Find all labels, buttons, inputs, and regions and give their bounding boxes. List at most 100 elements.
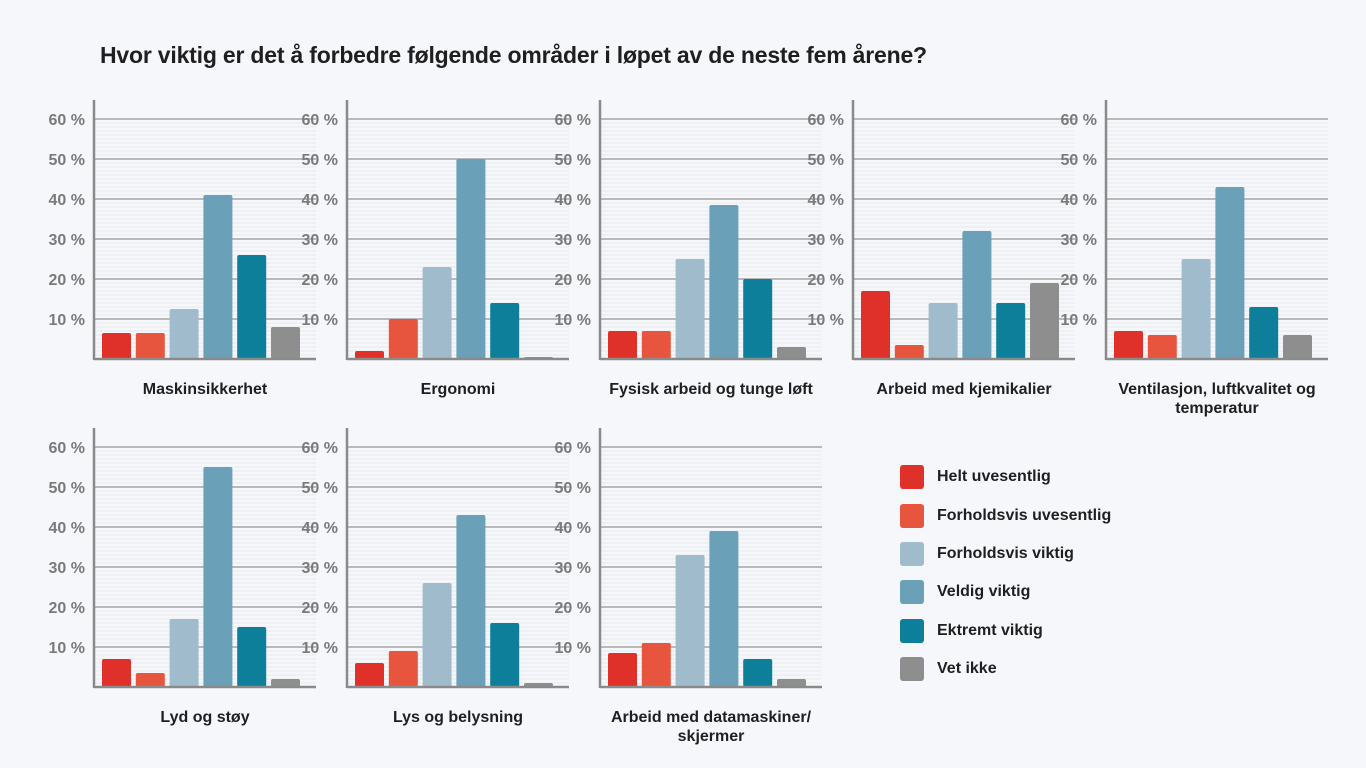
bar-helt-uvesentlig — [608, 331, 637, 359]
legend-label: Vet ikke — [937, 660, 997, 678]
bar-helt-uvesentlig — [355, 663, 384, 687]
legend-item: Forholdsvis uvesentlig — [900, 496, 1111, 534]
y-tick-label: 60 % — [808, 112, 844, 129]
y-tick-label: 20 % — [302, 600, 338, 617]
y-tick-label: 10 % — [555, 312, 591, 329]
y-tick-label: 50 % — [302, 480, 338, 497]
panel-plot: 10 % 20 % 30 % 40 % 50 % 60 % — [555, 428, 822, 689]
bar-veldig-viktig — [709, 531, 739, 687]
y-tick-label: 20 % — [302, 272, 338, 289]
bar-helt-uvesentlig — [861, 291, 890, 359]
panel-label: Fysisk arbeid og tunge løft — [609, 381, 813, 398]
panel-5: 10 % 20 % 30 % 40 % 50 % 60 % Ventilasjon, luf… — [1046, 100, 1328, 430]
panel-plot: 10 % 20 % 30 % 40 % 50 % 60 % — [808, 100, 1075, 361]
y-tick-label: 60 % — [49, 440, 85, 457]
bar-veldig-viktig — [456, 515, 486, 687]
y-tick-label: 30 % — [808, 232, 844, 249]
bar-vet-ikke — [1283, 335, 1312, 359]
panel-2: 10 % 20 % 30 % 40 % 50 % 60 % Ergonomi — [287, 100, 569, 430]
y-tick-label: 60 % — [555, 440, 591, 457]
bar-veldig-viktig — [203, 195, 233, 359]
panel-1: 10 % 20 % 30 % 40 % 50 % 60 % Maskinsikkerhet — [34, 100, 316, 430]
panel-plot: 10 % 20 % 30 % 40 % 50 % 60 % — [1061, 100, 1328, 361]
bar-helt-uvesentlig — [102, 333, 131, 359]
y-tick-label: 10 % — [302, 640, 338, 657]
legend-label: Helt uvesentlig — [937, 468, 1051, 486]
panel-6: 10 % 20 % 30 % 40 % 50 % 60 % Lyd og støy — [34, 428, 316, 758]
legend-swatch — [900, 657, 924, 682]
y-tick-label: 60 % — [302, 112, 338, 129]
bar-ektremt-viktig — [743, 279, 773, 359]
panel-label: Arbeid med datamaskiner/ skjermer — [610, 709, 812, 745]
legend-label: Veldig viktig — [937, 583, 1031, 601]
bar-helt-uvesentlig — [608, 653, 637, 687]
bar-helt-uvesentlig — [1114, 331, 1143, 359]
bar-vet-ikke — [777, 679, 806, 687]
y-tick-label: 10 % — [808, 312, 844, 329]
panel-label: Ventilasjon, luftkvalitet og temperatur — [1118, 381, 1316, 417]
bar-veldig-viktig — [203, 467, 233, 687]
y-tick-label: 50 % — [49, 152, 85, 169]
panel-3: 10 % 20 % 30 % 40 % 50 % 60 % Fysisk arbeid og… — [540, 100, 822, 430]
legend-swatch — [900, 618, 924, 643]
bar-helt-uvesentlig — [102, 659, 131, 687]
panel-label: Ergonomi — [420, 381, 496, 398]
y-tick-label: 20 % — [1061, 272, 1097, 289]
panel-label: Arbeid med kjemikalier — [876, 381, 1052, 398]
legend-item: Vet ikke — [900, 650, 1111, 688]
panel-plot: 10 % 20 % 30 % 40 % 50 % 60 % — [49, 100, 316, 361]
y-tick-label: 40 % — [49, 192, 85, 209]
y-tick-label: 40 % — [302, 520, 338, 537]
y-tick-label: 20 % — [555, 272, 591, 289]
panel-7: 10 % 20 % 30 % 40 % 50 % 60 % Lys og belysning — [287, 428, 569, 758]
bar-forholdsvis-uvesentlig — [894, 345, 924, 359]
panel-plot: 10 % 20 % 30 % 40 % 50 % 60 % — [302, 428, 569, 689]
bar-ektremt-viktig — [490, 303, 520, 359]
y-tick-label: 30 % — [302, 560, 338, 577]
y-tick-label: 30 % — [302, 232, 338, 249]
bar-forholdsvis-viktig — [675, 259, 705, 359]
legend-item: Veldig viktig — [900, 573, 1111, 611]
bar-veldig-viktig — [1215, 187, 1245, 359]
bar-ektremt-viktig — [237, 255, 267, 359]
y-tick-label: 50 % — [302, 152, 338, 169]
bar-ektremt-viktig — [743, 659, 773, 687]
panel-plot: 10 % 20 % 30 % 40 % 50 % 60 % — [555, 100, 822, 361]
bar-vet-ikke — [271, 327, 300, 359]
y-tick-label: 30 % — [49, 560, 85, 577]
y-tick-label: 50 % — [1061, 152, 1097, 169]
bar-vet-ikke — [777, 347, 806, 359]
legend-swatch — [900, 465, 924, 490]
bar-ektremt-viktig — [237, 627, 267, 687]
y-tick-label: 20 % — [49, 600, 85, 617]
bar-forholdsvis-uvesentlig — [641, 331, 671, 359]
panel-label: Lys og belysning — [392, 709, 524, 726]
y-tick-label: 40 % — [555, 192, 591, 209]
y-tick-label: 50 % — [555, 480, 591, 497]
bar-forholdsvis-viktig — [422, 267, 452, 359]
bar-forholdsvis-viktig — [422, 583, 452, 687]
y-tick-label: 60 % — [49, 112, 85, 129]
panel-plot: 10 % 20 % 30 % 40 % 50 % 60 % — [302, 100, 569, 361]
y-tick-label: 60 % — [302, 440, 338, 457]
bar-veldig-viktig — [962, 231, 992, 359]
legend-label: Ektremt viktig — [937, 621, 1043, 639]
panel-label: Maskinsikkerhet — [142, 381, 268, 398]
bar-forholdsvis-uvesentlig — [388, 319, 418, 359]
bar-veldig-viktig — [709, 205, 739, 359]
bar-forholdsvis-viktig — [928, 303, 958, 359]
legend: Helt uvesentlig Forholdsvis uvesentlig For… — [900, 458, 1111, 688]
bar-forholdsvis-uvesentlig — [135, 673, 165, 687]
bar-veldig-viktig — [456, 159, 486, 359]
y-tick-label: 30 % — [1061, 232, 1097, 249]
legend-item: Ektremt viktig — [900, 612, 1111, 650]
y-tick-label: 40 % — [1061, 192, 1097, 209]
bar-forholdsvis-viktig — [169, 619, 199, 687]
bar-ektremt-viktig — [1249, 307, 1279, 359]
y-tick-label: 40 % — [555, 520, 591, 537]
legend-swatch — [900, 580, 924, 605]
y-tick-label: 60 % — [555, 112, 591, 129]
bar-forholdsvis-uvesentlig — [1147, 335, 1177, 359]
y-tick-label: 20 % — [808, 272, 844, 289]
legend-item: Forholdsvis viktig — [900, 535, 1111, 573]
